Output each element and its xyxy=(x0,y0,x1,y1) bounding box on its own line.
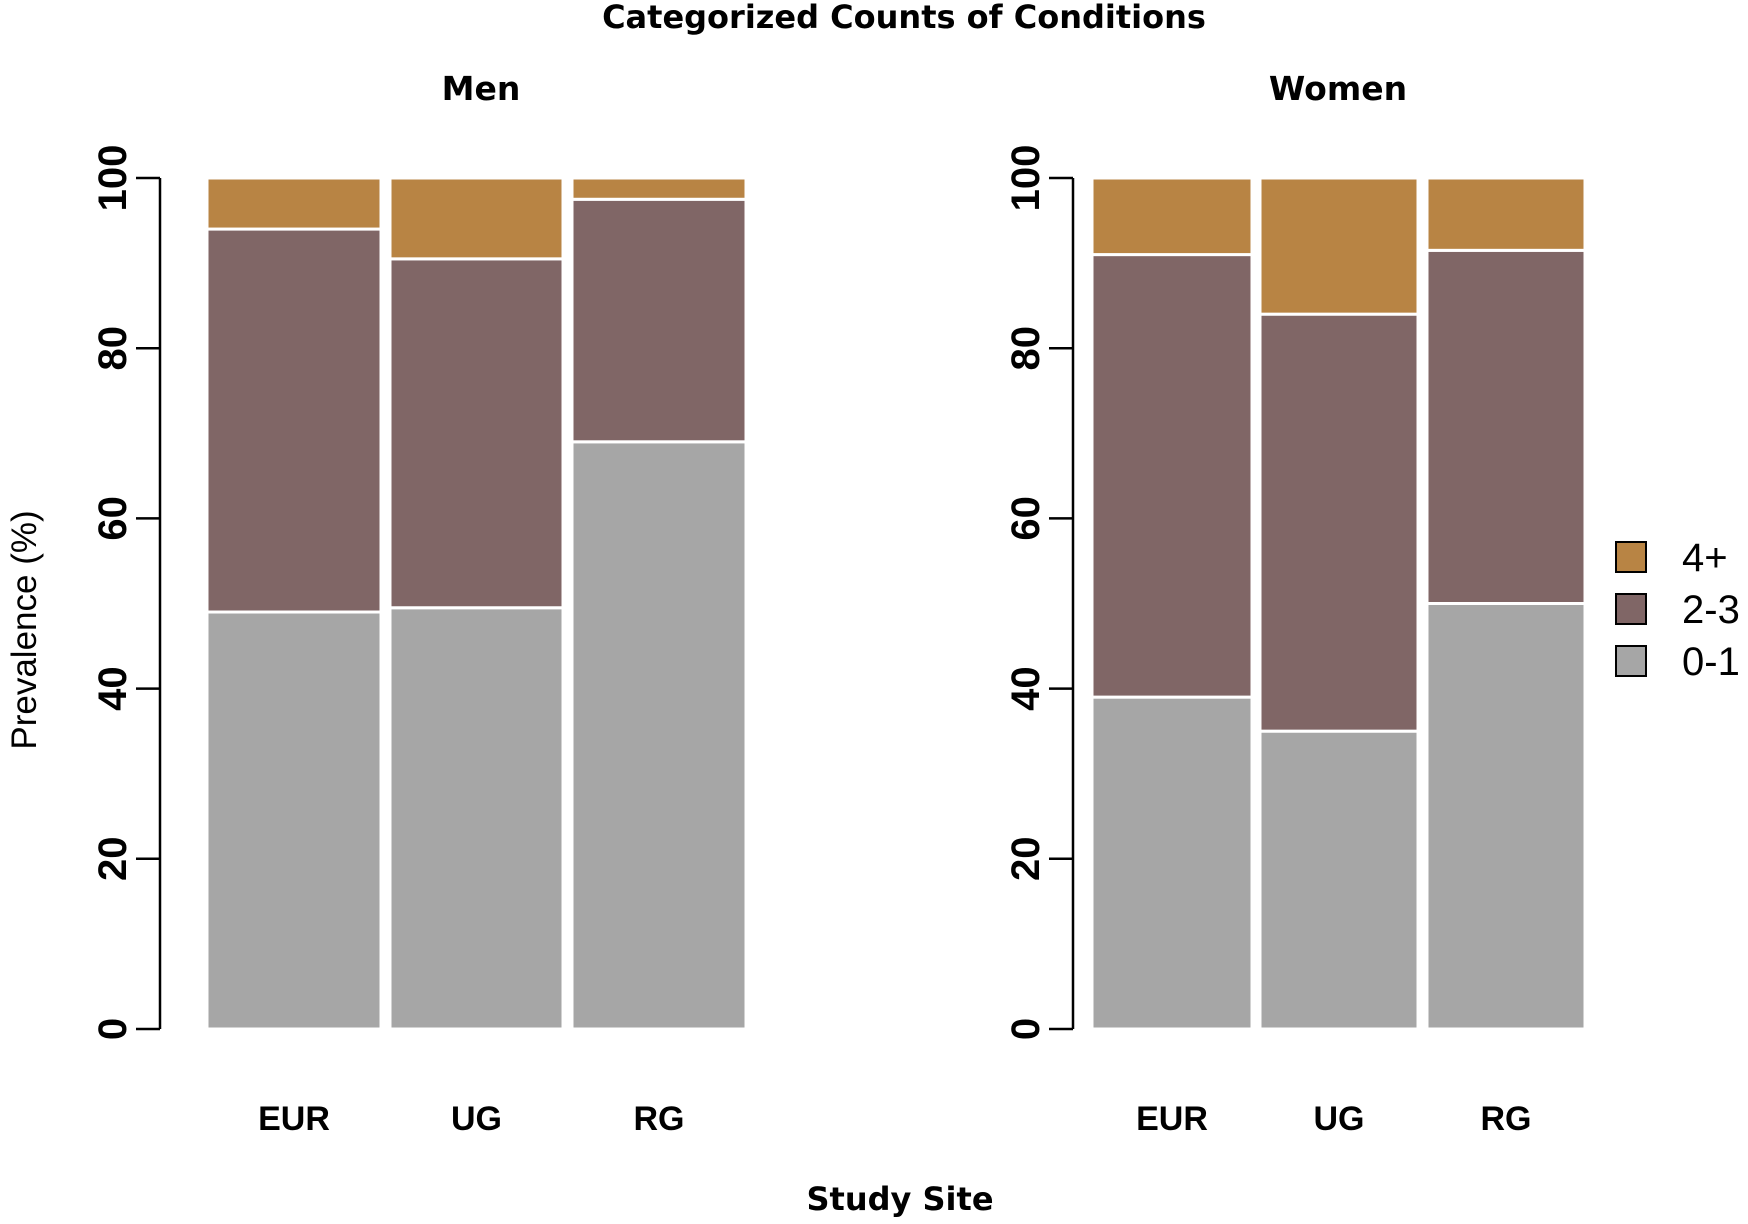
bar-women-ug-0-1 xyxy=(1258,729,1420,1031)
y-tick-label-men-40: 40 xyxy=(91,666,135,711)
bar-men-eur-2-3 xyxy=(205,227,383,614)
legend-label-0-1: 0-1 xyxy=(1682,640,1740,684)
y-tick-label-women-40: 40 xyxy=(1004,666,1048,711)
bar-women-rg-4+ xyxy=(1425,176,1587,252)
legend-label-4+: 4+ xyxy=(1682,536,1728,580)
x-tick-label-women-eur: EUR xyxy=(1136,1100,1208,1138)
y-tick-label-women-100: 100 xyxy=(1004,145,1048,212)
x-tick-label-men-ug: UG xyxy=(451,1100,502,1138)
bar-women-rg-0-1 xyxy=(1425,602,1587,1031)
y-tick-label-men-20: 20 xyxy=(91,837,135,882)
x-tick-label-men-rg: RG xyxy=(634,1100,685,1138)
bar-men-ug-2-3 xyxy=(388,257,565,610)
y-tick-label-women-20: 20 xyxy=(1004,837,1048,882)
bar-men-rg-2-3 xyxy=(570,197,748,444)
panel-men: EUR UG RG 0 20 40 60 80 100 xyxy=(91,145,748,1138)
legend: 4+ 2-3 0-1 xyxy=(1615,536,1740,684)
y-tick-label-women-60: 60 xyxy=(1004,496,1048,541)
bar-women-ug-2-3 xyxy=(1258,312,1420,733)
y-tick-label-men-100: 100 xyxy=(91,145,135,212)
bar-men-rg-0-1 xyxy=(570,440,748,1031)
legend-swatch-2-3 xyxy=(1615,593,1647,625)
y-tick-label-women-80: 80 xyxy=(1004,326,1048,371)
x-tick-label-women-rg: RG xyxy=(1481,1100,1532,1138)
bar-women-eur-2-3 xyxy=(1090,253,1254,699)
bar-women-eur-4+ xyxy=(1090,176,1254,257)
y-axis-label: Prevalence (%) xyxy=(5,510,44,749)
y-tick-label-men-80: 80 xyxy=(91,326,135,371)
legend-swatch-4+ xyxy=(1615,541,1647,573)
panel-title-men: Men xyxy=(442,69,521,108)
legend-label-2-3: 2-3 xyxy=(1682,588,1740,632)
bar-men-ug-4+ xyxy=(388,176,565,261)
y-tick-label-men-0: 0 xyxy=(91,1018,135,1040)
panel-women: EUR UG RG 0 20 40 60 80 100 xyxy=(1004,145,1587,1138)
x-tick-label-men-eur: EUR xyxy=(258,1100,330,1138)
bar-men-rg-4+ xyxy=(570,176,748,201)
bar-men-eur-4+ xyxy=(205,176,383,231)
bar-men-ug-0-1 xyxy=(388,606,565,1031)
bar-women-ug-4+ xyxy=(1258,176,1420,316)
y-tick-label-women-0: 0 xyxy=(1004,1018,1048,1040)
bar-women-eur-0-1 xyxy=(1090,695,1254,1031)
panel-title-women: Women xyxy=(1269,69,1407,108)
chart-title: Categorized Counts of Conditions xyxy=(602,0,1206,36)
bar-men-eur-0-1 xyxy=(205,610,383,1031)
bar-women-rg-2-3 xyxy=(1425,248,1587,606)
legend-swatch-0-1 xyxy=(1615,645,1647,677)
x-axis-label: Study Site xyxy=(806,1180,993,1218)
y-tick-label-men-60: 60 xyxy=(91,496,135,541)
x-tick-label-women-ug: UG xyxy=(1314,1100,1365,1138)
